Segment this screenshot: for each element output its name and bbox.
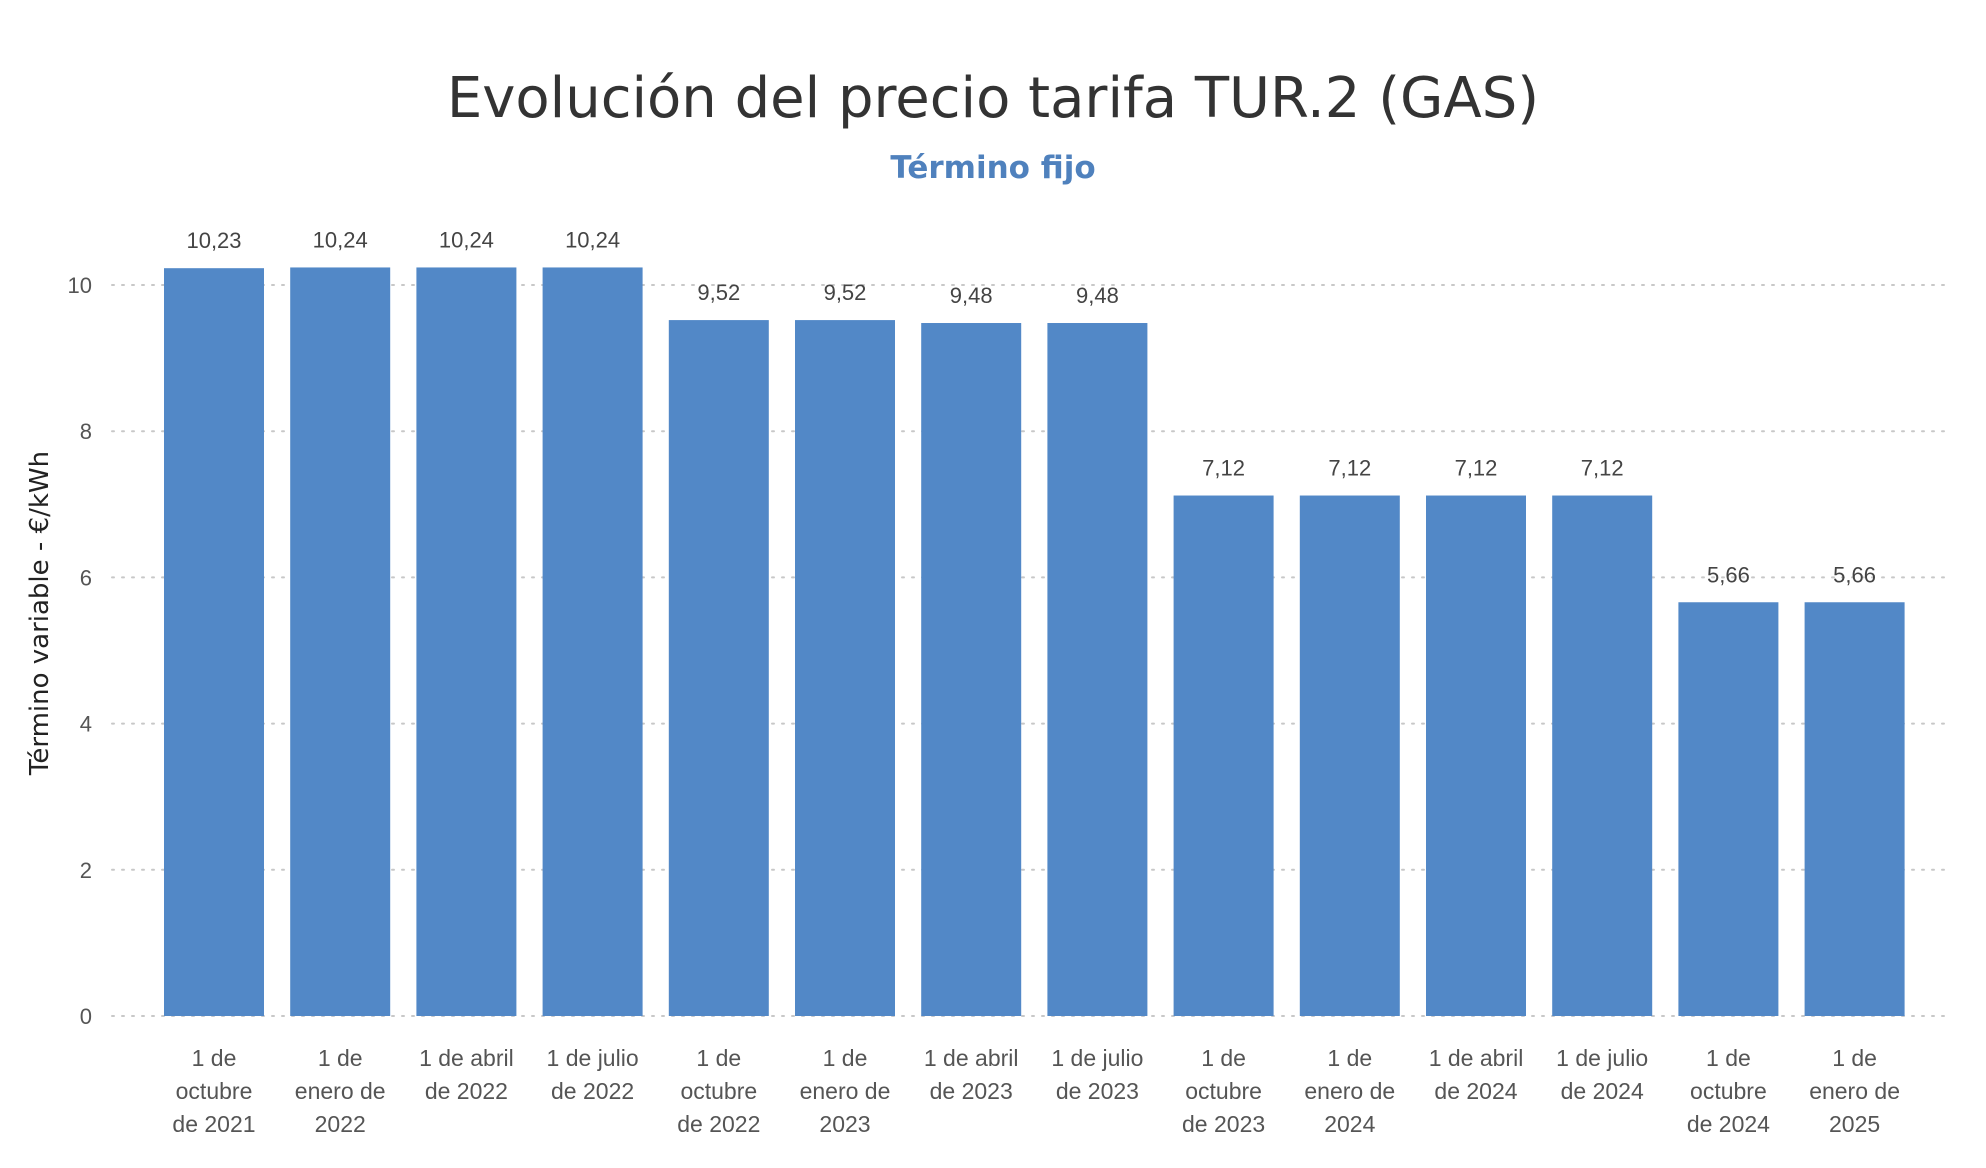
x-tick-label: 1 de julio de 2022	[547, 1045, 639, 1104]
y-tick-label: 6	[80, 565, 92, 590]
data-label: 9,52	[697, 280, 740, 305]
x-tick-label: 1 de octubre de 2022	[677, 1045, 760, 1137]
data-label: 9,48	[950, 283, 993, 308]
x-tick-label: 1 de julio de 2023	[1051, 1045, 1143, 1104]
bar	[416, 267, 517, 1016]
y-axis-ticks: 0 2 4 6 8 10	[68, 273, 92, 1029]
data-label: 7,12	[1455, 456, 1498, 481]
bar	[290, 267, 391, 1016]
chart-title: Evolución del precio tarifa TUR.2 (GAS)	[446, 66, 1540, 131]
x-tick-label: 1 de octubre de 2024	[1687, 1045, 1770, 1137]
y-tick-label: 10	[68, 273, 92, 298]
data-label: 10,24	[565, 227, 620, 252]
x-tick-label: 1 de enero de 2025	[1809, 1045, 1900, 1137]
x-tick-label: 1 de abril de 2022	[419, 1045, 514, 1104]
bar	[542, 267, 643, 1016]
bar	[668, 320, 769, 1016]
bars	[164, 267, 1905, 1017]
bar	[795, 320, 895, 1016]
data-label: 7,12	[1202, 456, 1245, 481]
data-label: 10,23	[186, 228, 241, 253]
data-label: 5,66	[1833, 562, 1876, 587]
y-tick-label: 4	[80, 712, 92, 737]
bar	[921, 323, 1022, 1017]
bar	[1678, 602, 1779, 1016]
chart-subtitle: Término fijo	[890, 150, 1096, 186]
data-label: 9,48	[1076, 283, 1119, 308]
x-tick-label: 1 de enero de 2024	[1304, 1045, 1395, 1137]
data-label: 9,52	[824, 280, 867, 305]
data-label: 5,66	[1707, 562, 1750, 587]
y-tick-label: 8	[80, 419, 92, 444]
data-label: 10,24	[313, 227, 368, 252]
bar	[1173, 495, 1274, 1016]
y-tick-label: 2	[80, 858, 92, 883]
x-tick-label: 1 de octubre de 2021	[172, 1045, 255, 1137]
data-labels: 10,23 10,24 10,24 10,24 9,52 9,52 9,48 9,48 7,12…	[186, 227, 1876, 587]
x-tick-label: 1 de enero de 2022	[295, 1045, 386, 1137]
x-tick-label: 1 de enero de 2023	[800, 1045, 891, 1137]
bar	[164, 268, 264, 1016]
data-label: 7,12	[1328, 456, 1371, 481]
bar	[1804, 602, 1905, 1016]
x-tick-label: 1 de abril de 2024	[1429, 1045, 1524, 1104]
x-tick-label: 1 de julio de 2024	[1556, 1045, 1648, 1104]
bar	[1299, 495, 1400, 1016]
x-tick-label: 1 de octubre de 2023	[1182, 1045, 1265, 1137]
x-tick-label: 1 de abril de 2023	[924, 1045, 1019, 1104]
y-tick-label: 0	[80, 1004, 92, 1029]
y-axis-title: Término variable - €/kWh	[25, 451, 55, 776]
bar	[1426, 495, 1526, 1016]
bar	[1047, 323, 1148, 1017]
data-label: 7,12	[1581, 456, 1624, 481]
category-labels: 1 de octubre de 2021 1 de enero de 2022 1 de a…	[172, 1045, 1900, 1137]
data-label: 10,24	[439, 227, 494, 252]
bar	[1552, 495, 1653, 1016]
